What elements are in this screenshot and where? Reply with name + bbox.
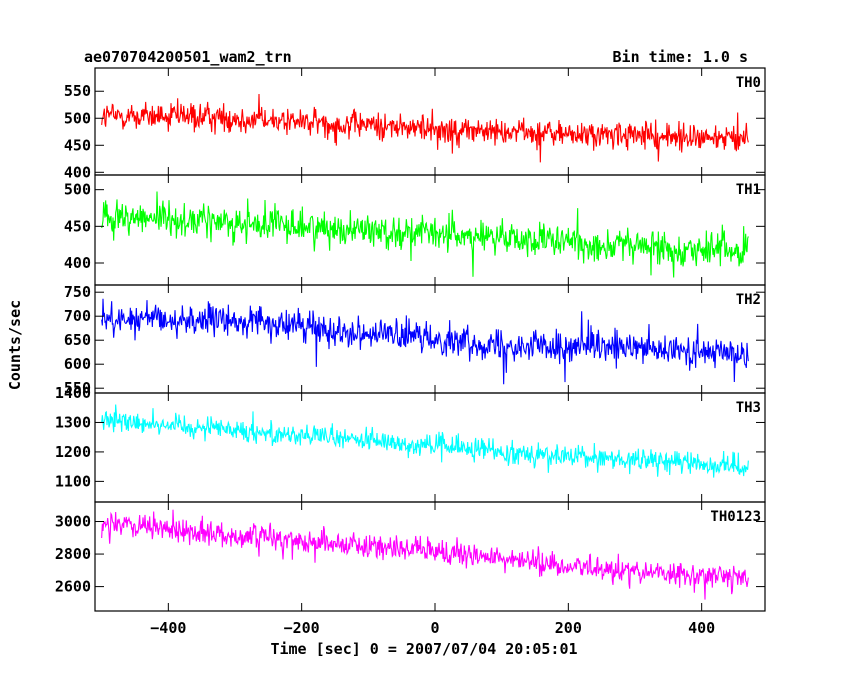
series-line-th0123 <box>101 509 749 600</box>
panel-th0123: 2600 2800 3000 TH0123 <box>55 501 766 612</box>
chart-title: ae070704200501_wam2_trn <box>84 48 292 66</box>
panel-label: TH3 <box>736 400 761 416</box>
y-tick-label: 700 <box>64 307 91 325</box>
series-line-th3 <box>101 404 749 478</box>
panel-th1: 400 450 500 TH1 <box>64 174 766 286</box>
panel-label: TH1 <box>736 182 761 198</box>
panels-group: 400 450 500 550 TH0 400 450 500 TH1 550 600 650 700 7… <box>55 67 766 637</box>
y-tick-label: 1100 <box>55 472 91 490</box>
y-tick-label: 2800 <box>55 545 91 563</box>
panel-label: TH0123 <box>710 509 761 525</box>
x-tick-label: 0 <box>430 619 439 637</box>
y-tick-label: 2600 <box>55 578 91 596</box>
series-line-th1 <box>101 191 749 278</box>
series-line-th2 <box>101 298 749 385</box>
bin-time-label: Bin time: 1.0 s <box>613 48 748 66</box>
x-tick-label: 400 <box>688 619 715 637</box>
panel-th0: 400 450 500 550 TH0 <box>64 67 766 181</box>
y-tick-label: 1400 <box>55 384 91 402</box>
panel-frame <box>94 392 766 503</box>
y-tick-label: 650 <box>64 331 91 349</box>
series-line-th0 <box>101 94 749 163</box>
y-tick-label: 1200 <box>55 443 91 461</box>
panel-label: TH2 <box>736 292 761 308</box>
panel-label: TH0 <box>736 75 761 91</box>
y-axis-title: Counts/sec <box>6 300 24 390</box>
y-tick-label: 450 <box>64 217 91 235</box>
y-tick-label: 1300 <box>55 413 91 431</box>
x-tick-label: 200 <box>555 619 582 637</box>
y-tick-label: 450 <box>64 136 91 154</box>
x-axis-title: Time [sec] 0 = 2007/07/04 20:05:01 <box>270 640 577 658</box>
panel-frame <box>94 501 766 612</box>
y-tick-label: 400 <box>64 254 91 272</box>
panel-th2: 550 600 650 700 750 TH2 <box>64 283 766 397</box>
y-tick-label: 550 <box>64 82 91 100</box>
y-tick-label: 400 <box>64 163 91 181</box>
y-tick-label: 750 <box>64 283 91 301</box>
x-tick-label: −400 <box>150 619 186 637</box>
y-tick-label: 500 <box>64 109 91 127</box>
panel-th3: 1100 1200 1300 1400 TH3 <box>55 384 766 503</box>
x-tick-label: −200 <box>284 619 320 637</box>
y-tick-label: 3000 <box>55 513 91 531</box>
y-tick-label: 600 <box>64 355 91 373</box>
y-tick-label: 500 <box>64 181 91 199</box>
y-tick-label: 550 <box>64 379 91 397</box>
